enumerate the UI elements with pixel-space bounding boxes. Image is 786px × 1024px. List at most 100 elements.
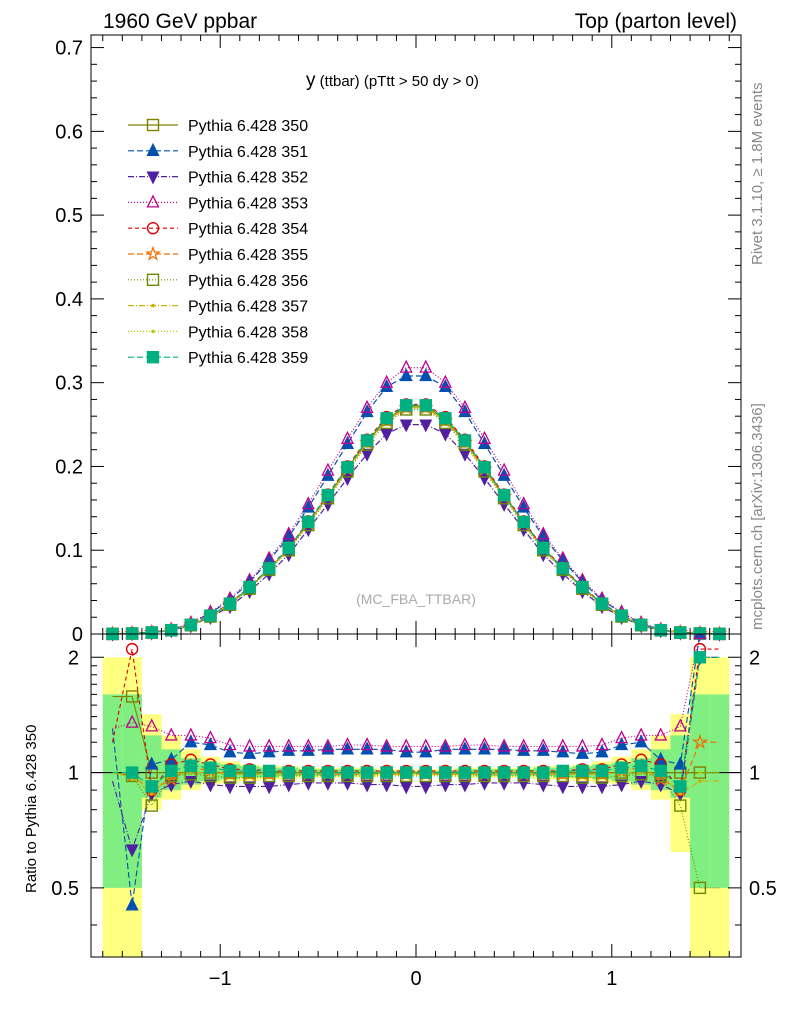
legend-label: Pythia 6.428 355 (188, 247, 308, 264)
ratio-point (537, 766, 550, 779)
data-point (595, 597, 609, 610)
data-point (184, 618, 198, 631)
ratio-point (282, 738, 296, 752)
ratio-point (203, 737, 217, 751)
ratio-point (615, 730, 629, 744)
data-point (674, 626, 687, 639)
ratio-point (204, 761, 217, 774)
ratio-point (223, 737, 237, 751)
main-plot: 0 0.1 0.2 0.3 0.4 0.5 0.6 0.7 (55, 34, 742, 646)
ratio-point (341, 766, 354, 779)
ratio-point (674, 799, 687, 812)
ratio-point (340, 741, 355, 755)
ratio-point (360, 766, 374, 779)
band-bin (690, 694, 710, 888)
ratio-point (693, 881, 707, 895)
data-point (380, 428, 394, 442)
legend-label: Pythia 6.428 350 (188, 118, 308, 135)
legend-entry: Pythia 6.428 359 (128, 350, 308, 367)
legend-marker (146, 351, 160, 364)
ratio-point (419, 738, 433, 752)
x-tick-label: 0 (410, 968, 421, 990)
legend-label: Pythia 6.428 356 (188, 273, 308, 290)
data-point (282, 541, 295, 555)
ratio-point (184, 727, 198, 741)
legend-entry: Pythia 6.428 358 (128, 324, 308, 341)
ratio-point (654, 727, 668, 741)
band-bin (709, 694, 730, 888)
ratio-series-352 (111, 652, 720, 858)
data-point (301, 496, 315, 510)
analysis-annotation: (MC_FBA_TTBAR) (356, 591, 476, 607)
data-point (165, 623, 178, 637)
y-tick-label: 0 (72, 624, 83, 646)
ratio-point (125, 690, 139, 703)
data-point (340, 430, 355, 444)
data-point (458, 399, 472, 413)
ratio-point (399, 781, 413, 795)
ratio-point (575, 738, 589, 752)
ratio-point (477, 737, 492, 751)
ratio-point (282, 742, 296, 756)
data-point (321, 462, 335, 476)
header-left-title: 1960 GeV ppbar (103, 10, 257, 33)
y-tick-label: 0.5 (55, 205, 83, 227)
y-tick-label: 0.6 (55, 121, 83, 143)
ratio-point (360, 779, 374, 793)
ratio-point (321, 766, 335, 779)
ratio-plot-frame (90, 633, 742, 958)
data-point (302, 515, 315, 529)
legend-entry: Pythia 6.428 356 (128, 273, 308, 290)
data-point (204, 609, 217, 622)
ratio-point (575, 781, 589, 795)
ratio-point (691, 733, 708, 750)
ratio-point (360, 737, 374, 751)
ratio-point (399, 738, 413, 752)
ratio-point (497, 738, 511, 752)
ratio-point (438, 738, 452, 752)
ratio-point (301, 738, 315, 752)
legend-marker (146, 171, 160, 185)
ratio-y-tick-label: 0.5 (51, 878, 79, 900)
legend-entry: Pythia 6.428 352 (128, 170, 308, 187)
legend-entry: Pythia 6.428 350 (128, 118, 308, 135)
legend-marker (146, 273, 160, 286)
y-tick-label: 0.1 (55, 540, 83, 562)
legend-marker (146, 118, 160, 132)
legend-marker (146, 142, 160, 156)
ratio-y-tick-label: 2 (68, 647, 79, 669)
ratio-point (282, 766, 295, 779)
ratio-y-axis-label: Ratio to Pythia 6.428 350 (23, 725, 40, 893)
series-line (112, 406, 720, 635)
ratio-point (164, 727, 178, 741)
x-tick-label: −1 (209, 968, 232, 990)
y-tick-label: 0.2 (55, 456, 83, 478)
ratio-point (165, 764, 178, 778)
ratio-point (223, 781, 237, 795)
data-point (360, 404, 374, 418)
legend-label: Pythia 6.428 359 (188, 350, 308, 367)
band-bin (102, 694, 123, 888)
ratio-y-tick-label-right: 1 (749, 763, 760, 785)
data-point (341, 461, 354, 474)
legend-label: Pythia 6.428 352 (188, 170, 308, 187)
legend-label: Pythia 6.428 354 (188, 221, 308, 238)
data-point (145, 626, 158, 639)
ratio-point (595, 764, 609, 778)
x-tick-label: 1 (606, 968, 617, 990)
ratio-point (184, 734, 198, 748)
y-tick-label: 0.3 (55, 373, 83, 395)
ratio-point (678, 792, 683, 796)
legend-entry: Pythia 6.428 353 (128, 194, 308, 212)
ratio-point (145, 718, 159, 732)
ratio-point (321, 738, 335, 752)
ratio-point (458, 737, 472, 751)
data-point (439, 412, 452, 425)
data-point (438, 428, 452, 442)
data-point (399, 419, 413, 433)
legend-label: Pythia 6.428 351 (188, 144, 308, 161)
ratio-line (111, 656, 720, 852)
ratio-point (149, 792, 154, 796)
data-point (380, 374, 394, 388)
data-point (438, 378, 452, 393)
